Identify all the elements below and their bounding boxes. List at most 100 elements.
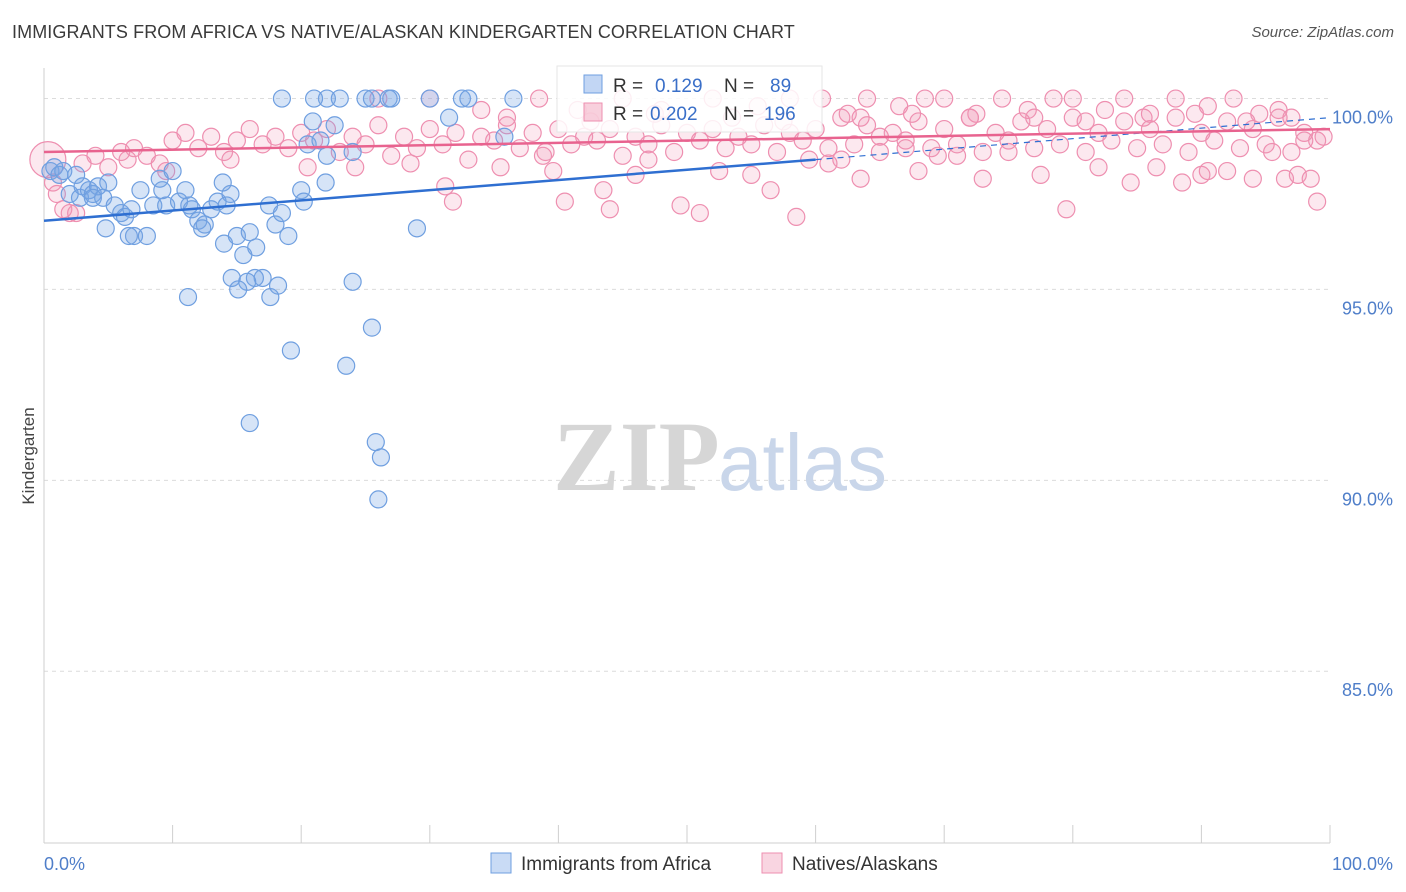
point-immigrants-50 [268,276,288,295]
point-natives-124 [787,207,806,226]
point-natives-132 [1057,200,1076,219]
point-natives-130 [999,142,1018,162]
point-immigrants-5 [67,165,86,184]
point-natives-183 [902,104,922,123]
point-natives-109 [436,177,455,196]
point-natives-133 [1089,158,1108,177]
point-immigrants-87 [83,188,102,207]
point-natives-145 [1308,192,1327,211]
point-natives-140 [1243,169,1262,188]
point-immigrants-62 [343,272,362,291]
y-axis-label: Kindergarten [19,407,38,504]
point-natives-112 [533,146,553,165]
point-natives-66 [857,116,877,135]
point-natives-93 [1205,131,1224,150]
point-immigrants-39 [266,215,285,234]
trend-line-immigrants [43,158,816,222]
trend-lines [43,117,1331,222]
point-immigrants-15 [115,207,135,226]
point-natives-119 [671,196,690,215]
point-immigrants-81 [379,89,398,108]
point-natives-187 [1134,108,1153,127]
point-natives-144 [1301,169,1320,188]
point-natives-131 [1031,165,1050,184]
point-immigrants-61 [407,219,427,238]
point-natives-184 [960,108,980,127]
watermark-zip: ZIP [553,401,720,512]
point-immigrants-67 [311,131,330,150]
point-natives-175 [1295,131,1314,150]
point-natives-13 [176,123,195,143]
trend-extension-immigrants [815,117,1331,161]
point-natives-118 [639,150,658,169]
point-immigrants-44 [180,196,199,215]
point-immigrants-35 [240,223,259,242]
point-natives-86 [1115,112,1134,131]
point-natives-72 [935,119,954,139]
point-natives-141 [1263,142,1282,162]
point-natives-164 [1018,100,1037,120]
point-natives-106 [298,158,317,177]
point-natives-51 [665,142,684,162]
point-natives-129 [973,169,992,188]
point-immigrants-76 [420,89,439,108]
point-natives-148 [472,100,491,120]
point-immigrants-51 [229,280,248,299]
point-immigrants-54 [337,356,356,375]
stats-n-value-blue: 89 [770,76,791,97]
point-natives-71 [922,139,941,158]
point-natives-115 [594,181,613,200]
point-immigrants-57 [240,413,259,433]
point-immigrants-18 [131,181,150,200]
point-natives-122 [742,165,761,184]
point-natives-188 [1185,104,1205,123]
stats-n-value-pink: 196 [764,104,796,125]
point-natives-91 [1179,142,1198,162]
point-natives-32 [420,119,439,139]
y-tick-label-1: 95.0% [1342,298,1393,318]
point-immigrants-42 [96,219,115,238]
point-natives-31 [407,139,427,158]
point-immigrants-41 [279,226,298,246]
point-immigrants-79 [504,89,523,108]
point-natives-81 [1050,135,1070,154]
point-natives-89 [1153,135,1172,154]
point-natives-121 [710,161,729,181]
point-natives-105 [221,150,240,169]
point-immigrants-12 [99,173,118,192]
point-natives-195 [928,146,947,165]
point-natives-189 [1237,112,1256,131]
point-natives-193 [851,169,870,188]
point-natives-103 [118,150,137,169]
point-natives-136 [1173,173,1192,192]
point-natives-170 [1166,89,1185,108]
point-immigrants-17 [124,226,144,246]
point-natives-97 [1256,135,1275,154]
tick-labels: 100.0% 95.0% 90.0% 85.0% 0.0% 100.0% [44,108,1393,874]
point-natives-114 [555,192,574,211]
legend-swatch-natives [761,852,783,874]
point-natives-123 [761,181,780,200]
point-immigrants-52 [178,287,198,307]
point-immigrants-37 [253,268,272,288]
point-immigrants-86 [153,181,172,200]
point-natives-161 [935,89,954,108]
point-natives-99 [1282,142,1301,162]
point-immigrants-65 [292,181,311,200]
stats-swatch-pink [583,102,603,122]
point-natives-104 [157,161,176,181]
point-natives-1 [43,173,63,192]
point-immigrants-58 [366,433,385,452]
point-immigrants-53 [281,341,301,360]
stats-r-value-blue: 0.129 [655,76,703,97]
point-immigrants-55 [362,318,382,337]
watermark-atlas: atlas [718,418,887,507]
point-natives-138 [1198,161,1217,181]
point-immigrants-84 [316,173,335,192]
point-natives-167 [1095,100,1115,120]
point-natives-172 [1224,89,1243,108]
point-natives-47 [613,146,632,165]
point-natives-40 [523,123,542,143]
point-natives-168 [1115,89,1134,108]
point-natives-185 [1025,108,1044,127]
